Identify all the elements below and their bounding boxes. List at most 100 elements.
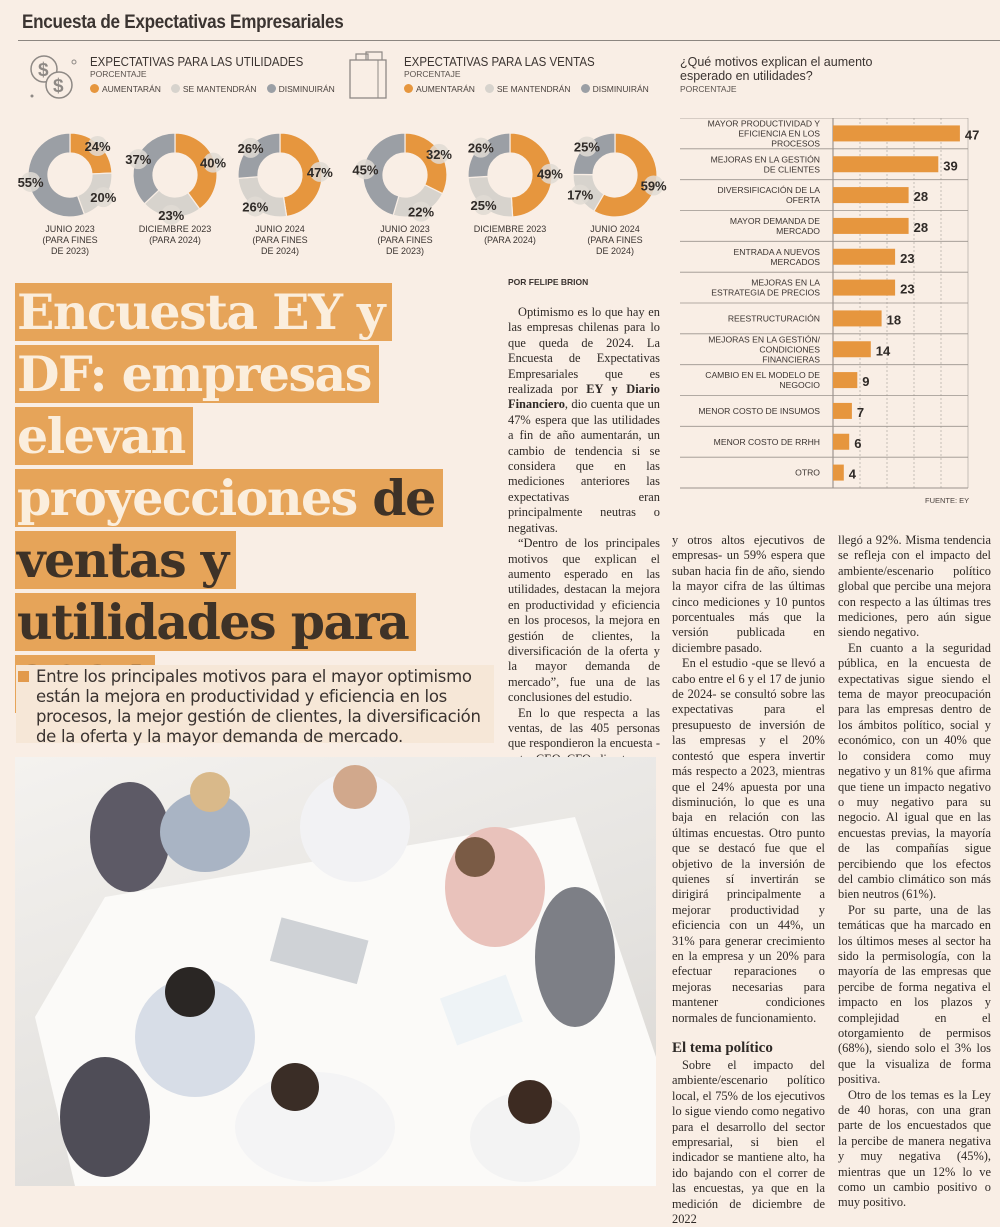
bar-category-label: MEJORAS EN LA GESTIÓN/CONDICIONES FINANCI…: [708, 334, 820, 364]
bar-category-label: MENOR COSTO DE INSUMOS: [698, 406, 820, 416]
bar-category-label: MENOR COSTO DE RRHH: [714, 437, 820, 447]
article-column-1: Optimismo es lo que hay en las empresas …: [508, 305, 660, 767]
label-background: [245, 196, 266, 217]
bar-category-label: MAYOR PRODUCTIVIDAD Y EFICIENCIA EN LOS PR…: [708, 118, 821, 148]
donut-value-label: 32%: [426, 147, 452, 162]
pull-quote: Entre los principales motivos para el ma…: [16, 665, 494, 746]
donut-value-label: 55%: [18, 175, 44, 190]
bar-value-label: 23: [900, 251, 914, 266]
chart-subtitle: PORCENTAJE: [404, 69, 461, 79]
article-column-3: llegó a 92%. Misma tendencia se refleja …: [838, 533, 991, 1211]
bar-value-label: 6: [854, 436, 861, 451]
paragraph: Por su parte, una de las temáticas que h…: [838, 902, 991, 1087]
paragraph: llegó a 92%. Misma tendencia se refleja …: [838, 533, 991, 640]
donut-slice: [174, 132, 218, 210]
donut-chart: 32% 22% 45%: [352, 132, 452, 222]
donut-slice: [362, 132, 406, 217]
bar-category-label: OTRO: [795, 468, 820, 478]
donut-chart: 40% 23% 37%: [125, 132, 226, 225]
paragraph: Sobre el impacto del ambiente/escenario …: [672, 1058, 825, 1227]
donut-slice: [279, 132, 323, 218]
donut-value-label: 25%: [574, 139, 600, 154]
label-background: [473, 195, 494, 216]
donut-value-label: 26%: [238, 141, 264, 156]
bar-category-label: MEJORAS EN LA GESTIÓN DE CLIENTES: [711, 154, 821, 174]
shopping-bag-icon: [348, 50, 392, 105]
chart-title: EXPECTATIVAS PARA LAS UTILIDADES: [90, 55, 304, 69]
bar: [833, 248, 896, 265]
bar: [833, 433, 850, 450]
bar-value-label: 9: [862, 374, 869, 389]
bar-category-label: REESTRUCTURACIÓN: [728, 313, 820, 323]
dollar-coins-icon: $ $: [28, 52, 80, 109]
subheading: El tema político: [672, 1040, 773, 1056]
donut-chart: 47% 26% 26%: [237, 132, 333, 218]
label-background: [411, 201, 432, 222]
label-background: [539, 163, 560, 184]
legend-item: AUMENTARÁN: [404, 84, 475, 94]
donut-value-label: 49%: [537, 167, 563, 182]
label-background: [240, 137, 261, 158]
label-background: [161, 204, 182, 225]
section-title: Encuesta de Expectativas Empresariales: [22, 12, 344, 33]
bar: [833, 187, 909, 204]
label-background: [87, 136, 108, 157]
donut-caption: JUNIO 2023 (PARA FINES DE 2023): [377, 224, 433, 256]
donut-value-label: 17%: [567, 188, 593, 203]
bar-chart-subtitle: PORCENTAJE: [680, 84, 737, 94]
bar: [833, 372, 858, 389]
paragraph: Otro de los temas es la Ley de 40 horas,…: [838, 1087, 991, 1210]
bar: [833, 125, 960, 142]
donut-value-label: 24%: [85, 139, 111, 154]
bar-value-label: 23: [900, 282, 914, 297]
donut-caption: DICIEMBRE 2023 (PARA 2024): [138, 224, 212, 245]
bar: [833, 402, 852, 419]
bar: [833, 217, 909, 234]
bar-category-label: ENTRADA A NUEVOS MERCADOS: [734, 247, 821, 267]
bar-value-label: 4: [849, 467, 857, 482]
bar-chart: 47 MAYOR PRODUCTIVIDAD Y EFICIENCIA EN LOS…: [680, 117, 979, 489]
donut-slice: [592, 132, 658, 218]
legend: AUMENTARÁN SE MANTENDRÁN DISMINUIRÁN: [404, 84, 649, 94]
donut-value-label: 20%: [90, 190, 116, 205]
bar-value-label: 28: [914, 220, 928, 235]
paragraph: En el estudio -que se llevó a cabo entre…: [672, 656, 825, 1025]
donut-value-label: 59%: [641, 178, 667, 193]
bar: [833, 156, 939, 173]
legend-item: SE MANTENDRÁN: [484, 84, 571, 94]
donut-slice: [467, 132, 511, 179]
bar: [833, 279, 896, 296]
business-meeting-photo: [15, 757, 656, 1186]
donut-value-label: 45%: [352, 162, 378, 177]
donut-slice: [27, 132, 86, 218]
legend-item: DISMINUIRÁN: [580, 84, 649, 94]
label-background: [576, 136, 597, 157]
svg-text:$: $: [38, 60, 49, 81]
byline: POR FELIPE BRION: [508, 277, 589, 287]
label-background: [128, 149, 149, 170]
donut-chart: 59% 17% 25%: [567, 132, 667, 218]
donut-caption: JUNIO 2023 (PARA FINES DE 2023): [42, 224, 98, 256]
legend-item: AUMENTARÁN: [90, 84, 161, 94]
headline-light-part: Encuesta EY y DF: empresas elevan proyec…: [17, 283, 386, 527]
donut-value-label: 25%: [471, 198, 497, 213]
label-background: [309, 161, 330, 182]
bullet-square-icon: [18, 671, 29, 682]
donut-chart: 49% 25% 26%: [467, 132, 563, 218]
label-background: [470, 137, 491, 158]
bar-value-label: 47: [965, 127, 979, 142]
bar-chart-title: ¿Qué motivos explican el aumento esperad…: [680, 55, 873, 83]
label-background: [20, 171, 41, 192]
chart-title: EXPECTATIVAS PARA LAS VENTAS: [404, 55, 595, 69]
donut-slice: [509, 132, 553, 218]
donut-value-label: 22%: [408, 205, 434, 220]
bar: [833, 310, 882, 327]
donut-value-label: 23%: [158, 208, 184, 223]
label-background: [570, 184, 591, 205]
utilidades-header: EXPECTATIVAS PARA LAS UTILIDADES PORCENT…: [90, 55, 335, 94]
article-column-2: y otros altos ejecutivos de empresas- un…: [672, 533, 825, 1227]
label-background: [428, 143, 449, 164]
label-background: [643, 175, 664, 196]
donut-value-label: 26%: [468, 141, 494, 156]
bar-value-label: 18: [887, 312, 901, 327]
